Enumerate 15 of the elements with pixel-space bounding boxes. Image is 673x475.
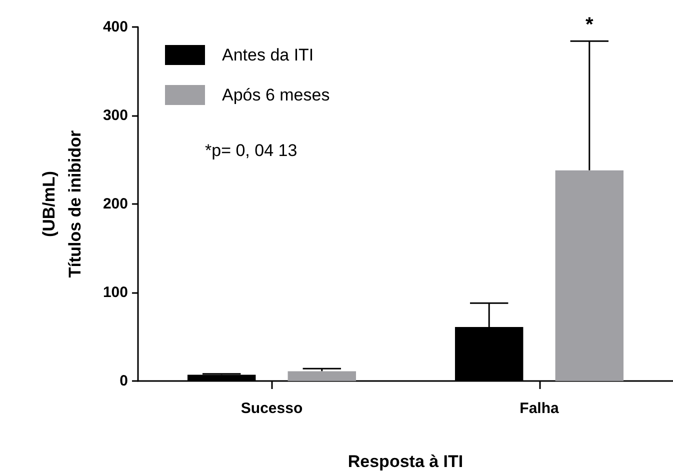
y-tick-label: 300 xyxy=(102,107,128,124)
annotation: * xyxy=(586,14,594,36)
bar xyxy=(555,170,624,381)
bar xyxy=(288,371,356,381)
x-tick-label: Falha xyxy=(520,400,560,417)
y-tick-label: 100 xyxy=(102,284,128,301)
y-tick-label: 200 xyxy=(102,196,128,212)
legend-label: Antes da ITI xyxy=(222,46,314,64)
legend-label: Após 6 meses xyxy=(222,86,330,104)
x-axis-title: Resposta à ITI xyxy=(348,452,464,471)
annotation: *p= 0, 04 13 xyxy=(205,141,298,160)
y-tick-label: 0 xyxy=(120,372,128,390)
x-tick-label: Sucesso xyxy=(240,400,303,417)
y-axis-title: (UB/mL) Títulos de inibidor xyxy=(40,130,84,278)
y-tick-label: 400 xyxy=(102,18,128,36)
